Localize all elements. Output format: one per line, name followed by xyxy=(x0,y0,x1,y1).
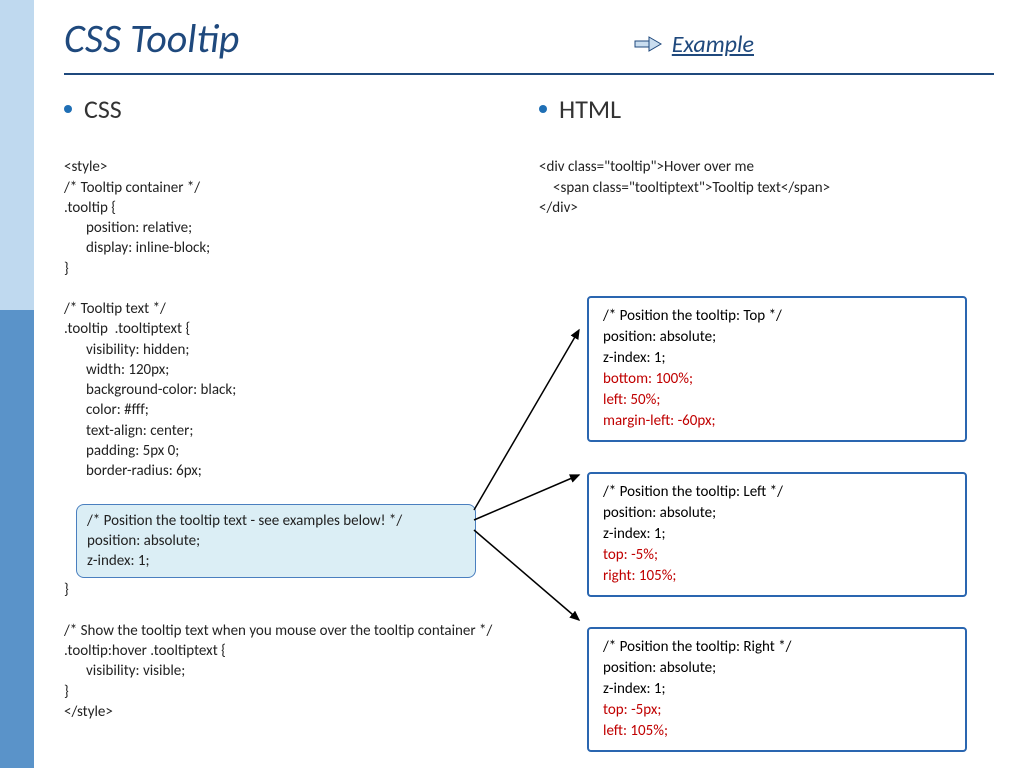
section-heading: CSS xyxy=(64,93,519,125)
code-line: </style> xyxy=(64,703,113,721)
code-line: bottom: 100%; xyxy=(603,369,951,390)
code-line: } xyxy=(64,683,69,701)
code-line: top: -5%; xyxy=(603,545,951,566)
code-line: } xyxy=(64,581,69,599)
tooltip-right-box: /* Position the tooltip: Right */ positi… xyxy=(587,627,967,752)
code-line: left: 105%; xyxy=(603,721,951,742)
code-line: .tooltip { xyxy=(64,199,116,217)
code-line: <div class="tooltip">Hover over me xyxy=(539,158,754,176)
bullet-icon xyxy=(539,105,547,113)
code-line: /* Tooltip text */ xyxy=(64,300,166,318)
code-line: position: absolute; xyxy=(603,503,951,524)
code-line: .tooltip .tooltiptext { xyxy=(64,320,190,338)
code-line: top: -5px; xyxy=(603,700,951,721)
css-code-block: <style> /* Tooltip container */ .tooltip… xyxy=(64,137,519,722)
code-line: <span class="tooltiptext">Tooltip text</… xyxy=(539,178,830,198)
html-heading: HTML xyxy=(559,93,621,125)
code-line: z-index: 1; xyxy=(603,679,951,700)
decorative-sidebar xyxy=(0,0,34,768)
columns: CSS <style> /* Tooltip container */ .too… xyxy=(64,93,994,782)
code-line: /* Position the tooltip: Right */ xyxy=(603,637,951,658)
tooltip-top-box: /* Position the tooltip: Top */ position… xyxy=(587,296,967,442)
code-line: border-radius: 6px; xyxy=(64,461,519,481)
css-heading: CSS xyxy=(84,93,122,125)
code-line: display: inline-block; xyxy=(64,238,519,258)
bullet-icon xyxy=(64,105,72,113)
code-line: z-index: 1; xyxy=(603,524,951,545)
code-line: /* Position the tooltip: Left */ xyxy=(603,482,951,503)
code-line: color: #fff; xyxy=(64,400,519,420)
section-heading: HTML xyxy=(539,93,994,125)
html-column: HTML <div class="tooltip">Hover over me … xyxy=(539,93,994,782)
code-line: /* Show the tooltip text when you mouse … xyxy=(64,622,492,640)
code-line: /* Position the tooltip text - see examp… xyxy=(87,512,402,530)
code-line: position: absolute; xyxy=(87,532,200,550)
code-line: right: 105%; xyxy=(603,566,951,587)
code-line: left: 50%; xyxy=(603,390,951,411)
title-row: CSS Tooltip Example xyxy=(64,14,994,63)
position-callout-box: /* Position the tooltip text - see examp… xyxy=(76,504,476,579)
code-line: position: absolute; xyxy=(603,327,951,348)
code-line: position: absolute; xyxy=(603,658,951,679)
code-line: </div> xyxy=(539,199,578,217)
divider xyxy=(64,73,994,75)
position-examples: /* Position the tooltip: Top */ position… xyxy=(587,296,994,752)
code-line: margin-left: -60px; xyxy=(603,411,951,432)
code-line: text-align: center; xyxy=(64,421,519,441)
code-line: z-index: 1; xyxy=(87,552,149,570)
example-link[interactable]: Example xyxy=(672,30,754,59)
code-line: } xyxy=(64,260,69,278)
html-code-block: <div class="tooltip">Hover over me <span… xyxy=(539,137,994,218)
tooltip-left-box: /* Position the tooltip: Left */ positio… xyxy=(587,472,967,597)
arrow-right-icon xyxy=(634,36,662,52)
code-line: <style> xyxy=(64,158,107,176)
code-line: width: 120px; xyxy=(64,360,519,380)
code-line: background-color: black; xyxy=(64,380,519,400)
code-line: padding: 5px 0; xyxy=(64,441,519,461)
code-line: /* Tooltip container */ xyxy=(64,179,200,197)
code-line: /* Position the tooltip: Top */ xyxy=(603,306,951,327)
code-line: .tooltip:hover .tooltiptext { xyxy=(64,642,226,660)
page-title: CSS Tooltip xyxy=(64,14,239,63)
code-line: z-index: 1; xyxy=(603,348,951,369)
code-line: visibility: visible; xyxy=(64,661,519,681)
code-line: visibility: hidden; xyxy=(64,340,519,360)
slide-content: CSS Tooltip Example CSS <style> /* Toolt… xyxy=(34,0,1024,768)
example-link-group: Example xyxy=(634,30,754,59)
code-line: position: relative; xyxy=(64,218,519,238)
css-column: CSS <style> /* Tooltip container */ .too… xyxy=(64,93,519,782)
